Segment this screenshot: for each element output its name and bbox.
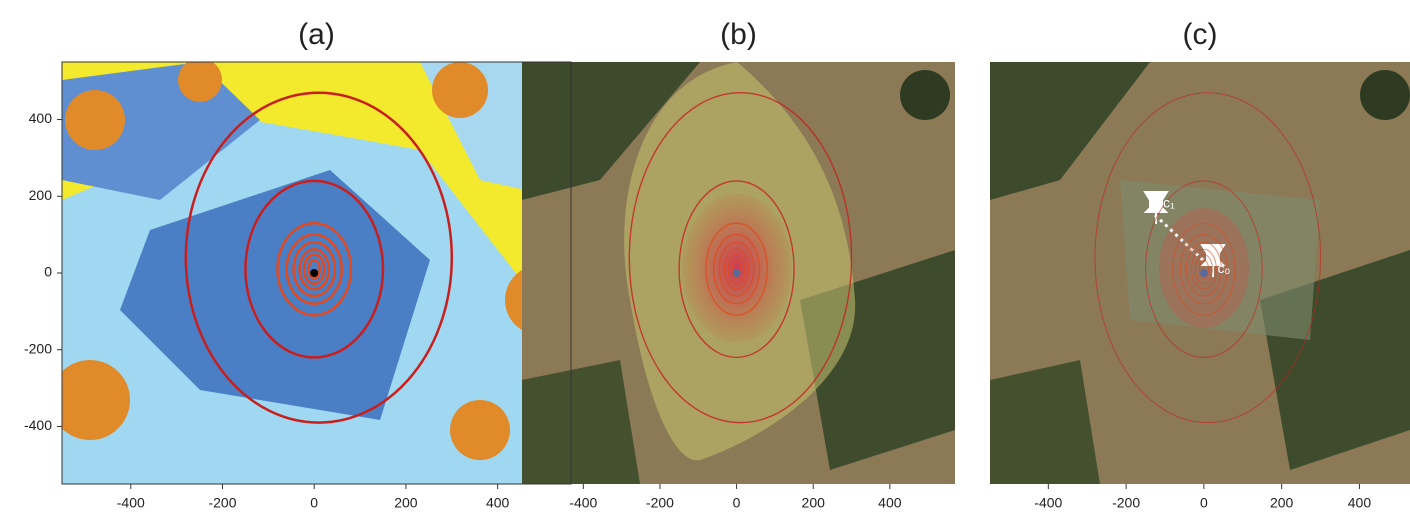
x-tick-label: 200 [1270, 495, 1294, 511]
center-point [733, 269, 741, 277]
x-tick-label: -400 [117, 495, 145, 511]
x-tick-label: 200 [394, 495, 418, 511]
y-tick-label: 0 [44, 264, 52, 280]
x-tick-label: 0 [733, 495, 741, 511]
y-tick-label: -400 [24, 417, 52, 433]
figure: (a) -400 -200 0 200 400 -400 -200 0 200 400 (b) -400… [0, 0, 1410, 514]
panel-title: (c) [1183, 18, 1218, 51]
x-tick-label: 400 [878, 495, 902, 511]
x-tick-label: 400 [1348, 495, 1372, 511]
x-tick-label: -400 [1034, 495, 1062, 511]
center-point [1200, 269, 1208, 277]
x-tick-label: 200 [802, 495, 826, 511]
x-tick-label: 0 [310, 495, 318, 511]
y-tick-label: -200 [24, 340, 52, 356]
pin-label: c₀ [1218, 260, 1231, 276]
center-point [310, 269, 318, 277]
y-tick-label: 400 [29, 110, 53, 126]
x-tick-label: -400 [569, 495, 597, 511]
panel-title: (a) [298, 18, 335, 51]
y-tick-label: 200 [29, 187, 53, 203]
x-tick-label: 0 [1200, 495, 1208, 511]
x-tick-label: -200 [646, 495, 674, 511]
x-tick-label: 400 [486, 495, 510, 511]
x-tick-label: -200 [1112, 495, 1140, 511]
x-tick-label: -200 [208, 495, 236, 511]
panel-title: (b) [720, 18, 757, 51]
pin-label: c₁ [1163, 195, 1175, 211]
